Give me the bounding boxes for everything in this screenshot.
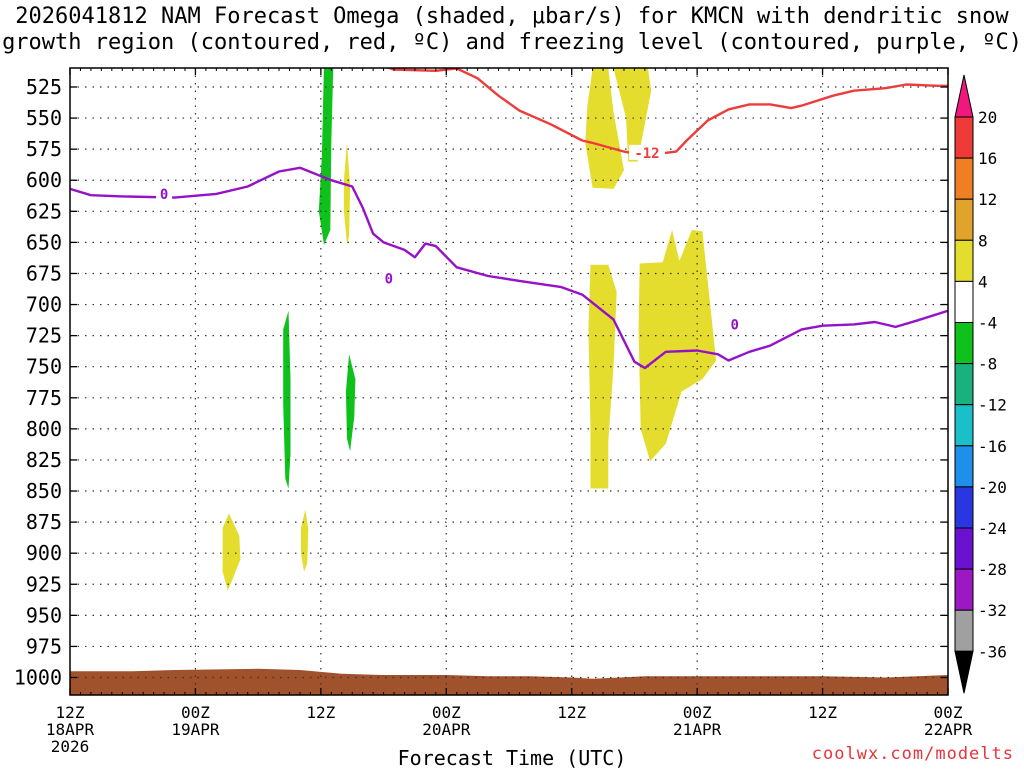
terrain-fill <box>70 668 948 695</box>
x-tick-date-12: 19APR <box>171 720 220 739</box>
colorbar-bottom-arrow <box>954 650 974 694</box>
colorbar-label-12: -32 <box>978 601 1007 620</box>
colorbar-segment-5 <box>954 280 974 323</box>
x-tick-date-84: 22APR <box>924 720 973 739</box>
chart-title-line-2: growth region (contoured, red, ºC) and f… <box>2 30 1022 55</box>
x-axis-title: Forecast Time (UTC) <box>397 746 627 770</box>
y-tick-label-1000: 1000 <box>14 666 62 690</box>
colorbar-label-4: 4 <box>978 272 988 291</box>
x-tick-label-84: 00Z <box>934 703 963 722</box>
omega-region-5 <box>301 509 309 572</box>
omega-region-7 <box>318 68 334 245</box>
omega-region-1 <box>613 68 652 162</box>
x-tick-label-36: 00Z <box>432 703 461 722</box>
y-tick-label-675: 675 <box>26 261 62 285</box>
y-tick-label-575: 575 <box>26 137 62 161</box>
y-tick-label-650: 650 <box>26 230 62 254</box>
colorbar-segment-9 <box>954 445 974 488</box>
colorbar-label-6: -8 <box>978 355 997 374</box>
dgz-contour-label: -12 <box>634 146 659 162</box>
x-tick-label-24: 12Z <box>306 703 335 722</box>
x-tick-label-48: 12Z <box>557 703 586 722</box>
y-tick-label-725: 725 <box>26 324 62 348</box>
y-tick-label-525: 525 <box>26 75 62 99</box>
x-tick-year-0: 2026 <box>51 737 90 756</box>
colorbar-segment-10 <box>954 486 974 529</box>
colorbar-label-11: -28 <box>978 560 1007 579</box>
omega-region-0 <box>585 68 624 189</box>
source-credit: coolwx.com/modelts <box>811 744 1014 764</box>
plot-border <box>69 67 949 696</box>
y-tick-label-975: 975 <box>26 634 62 658</box>
x-tick-date-0: 18APR <box>46 720 95 739</box>
chart-title-line-1: 2026041812 NAM Forecast Omega (shaded, μ… <box>15 4 1009 29</box>
y-tick-label-900: 900 <box>26 541 62 565</box>
y-tick-label-700: 700 <box>26 293 62 317</box>
x-tick-label-60: 00Z <box>683 703 712 722</box>
colorbar-segment-7 <box>954 363 974 406</box>
colorbar-label-1: 16 <box>978 149 997 168</box>
colorbar-label-5: -4 <box>978 314 997 333</box>
y-tick-label-950: 950 <box>26 603 62 627</box>
y-tick-label-600: 600 <box>26 168 62 192</box>
x-tick-label-0: 12Z <box>56 703 85 722</box>
x-tick-date-36: 20APR <box>422 720 471 739</box>
colorbar-top-arrow <box>954 74 974 118</box>
colorbar-segment-11 <box>954 527 974 570</box>
plot-area: 0 0 0 -12 <box>70 68 948 695</box>
colorbar-segment-3 <box>954 198 974 241</box>
omega-region-2 <box>588 264 617 489</box>
colorbar-segment-8 <box>954 404 974 447</box>
freezing-level-label-3: 0 <box>731 317 739 333</box>
colorbar-label-10: -24 <box>978 519 1007 538</box>
y-tick-label-775: 775 <box>26 386 62 410</box>
dgz-contour-line <box>385 68 948 157</box>
omega-region-8 <box>283 310 291 489</box>
freezing-level-label-2: 0 <box>385 271 393 287</box>
y-tick-label-625: 625 <box>26 199 62 223</box>
omega-region-3 <box>638 230 716 462</box>
colorbar-label-8: -16 <box>978 437 1007 456</box>
y-tick-label-550: 550 <box>26 106 62 130</box>
colorbar-label-3: 8 <box>978 231 988 250</box>
y-tick-label-850: 850 <box>26 479 62 503</box>
omega-region-6 <box>343 142 351 245</box>
x-tick-label-12: 00Z <box>181 703 210 722</box>
freezing-level-label-1: 0 <box>160 187 168 203</box>
y-tick-label-800: 800 <box>26 417 62 441</box>
freezing-level-line <box>70 166 948 370</box>
colorbar-label-2: 12 <box>978 190 997 209</box>
colorbar-segment-6 <box>954 322 974 365</box>
y-tick-label-750: 750 <box>26 355 62 379</box>
colorbar-segment-1 <box>954 116 974 159</box>
x-tick-label-72: 12Z <box>808 703 837 722</box>
x-tick-date-60: 21APR <box>673 720 722 739</box>
colorbar-label-0: 20 <box>978 108 997 127</box>
colorbar-label-13: -36 <box>978 642 1007 661</box>
colorbar-label-9: -20 <box>978 478 1007 497</box>
colorbar <box>954 74 974 694</box>
omega-region-4 <box>222 513 241 591</box>
omega-region-9 <box>345 354 356 452</box>
colorbar-label-7: -12 <box>978 396 1007 415</box>
colorbar-segment-13 <box>954 609 974 652</box>
y-tick-label-925: 925 <box>26 572 62 596</box>
colorbar-segment-4 <box>954 239 974 282</box>
y-tick-label-875: 875 <box>26 510 62 534</box>
colorbar-segment-12 <box>954 568 974 611</box>
colorbar-segment-2 <box>954 157 974 200</box>
y-tick-label-825: 825 <box>26 448 62 472</box>
